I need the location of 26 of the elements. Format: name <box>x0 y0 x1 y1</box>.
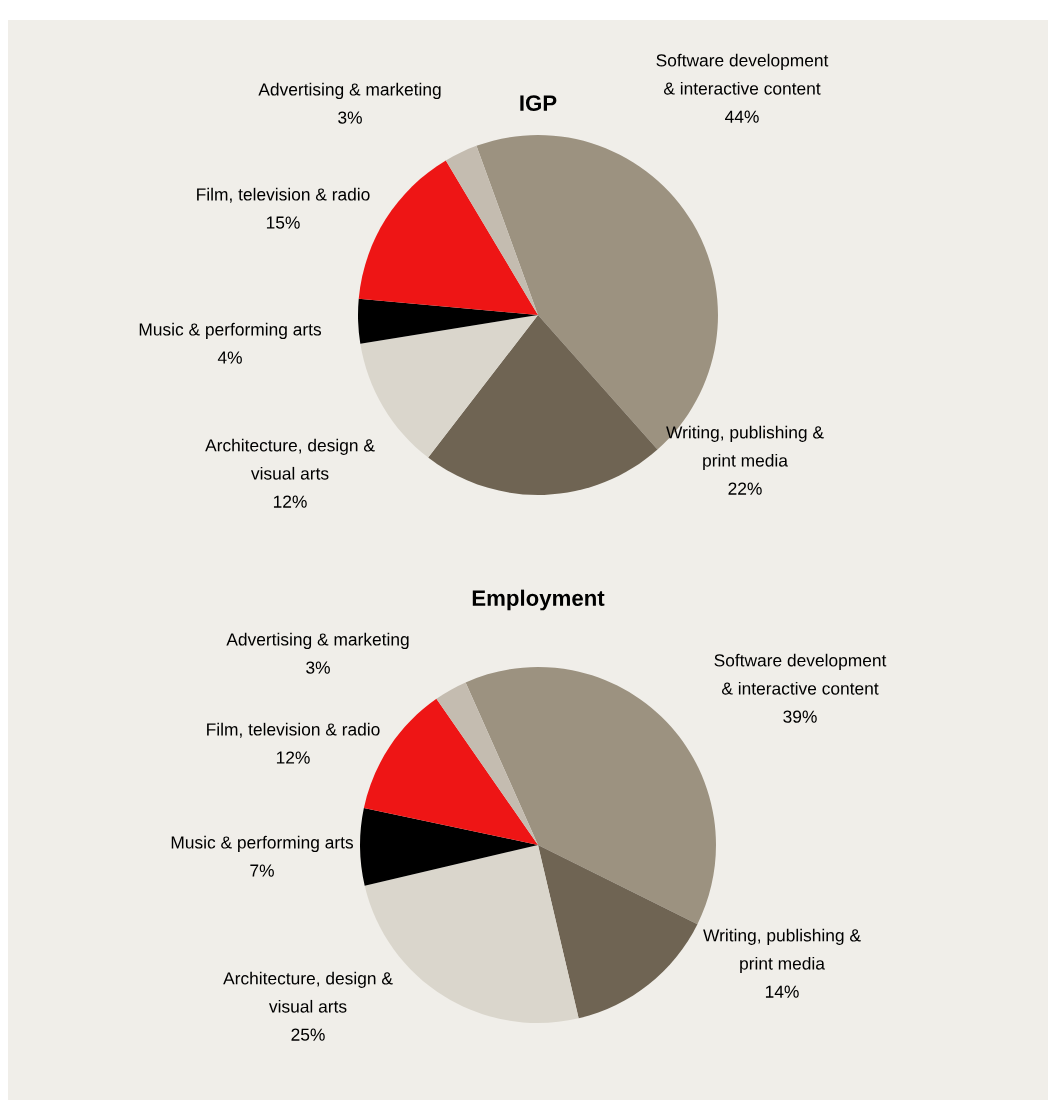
data-label: 12% <box>273 495 307 508</box>
slice-label: Software development & interactive content <box>714 653 887 695</box>
slice-label: Writing, publishing & print media <box>703 928 861 974</box>
slice-label: Writing, publishing & print media <box>666 425 824 471</box>
slice-label: Software development & interactive content <box>656 53 829 95</box>
slice-label: Advertising & marketing <box>258 82 441 100</box>
slice-label: Film, television & radio <box>197 187 370 203</box>
data-label: 22% <box>728 482 762 495</box>
slice-label: Architecture, design & visual arts <box>223 971 393 1013</box>
data-label: 3% <box>338 111 362 124</box>
data-label: 15% <box>266 216 300 229</box>
data-label: 12% <box>276 751 310 764</box>
chart-title: Employment <box>472 589 605 611</box>
slice-label: Architecture, design & visual arts <box>205 438 375 480</box>
data-label: 3% <box>306 661 330 674</box>
data-label: 14% <box>765 985 799 998</box>
data-label: 25% <box>291 1028 325 1041</box>
slice-label: Music & performing arts <box>171 835 354 853</box>
data-label: 39% <box>783 710 817 723</box>
data-label: 4% <box>217 351 242 364</box>
slice-label: Advertising & marketing <box>226 632 409 650</box>
data-label: 44% <box>725 110 759 123</box>
text: IGP <box>520 95 557 111</box>
slice-label: Film, television & radio <box>207 722 380 738</box>
data-label: 7% <box>250 864 274 877</box>
slice-label: Music & performing arts <box>139 322 322 340</box>
